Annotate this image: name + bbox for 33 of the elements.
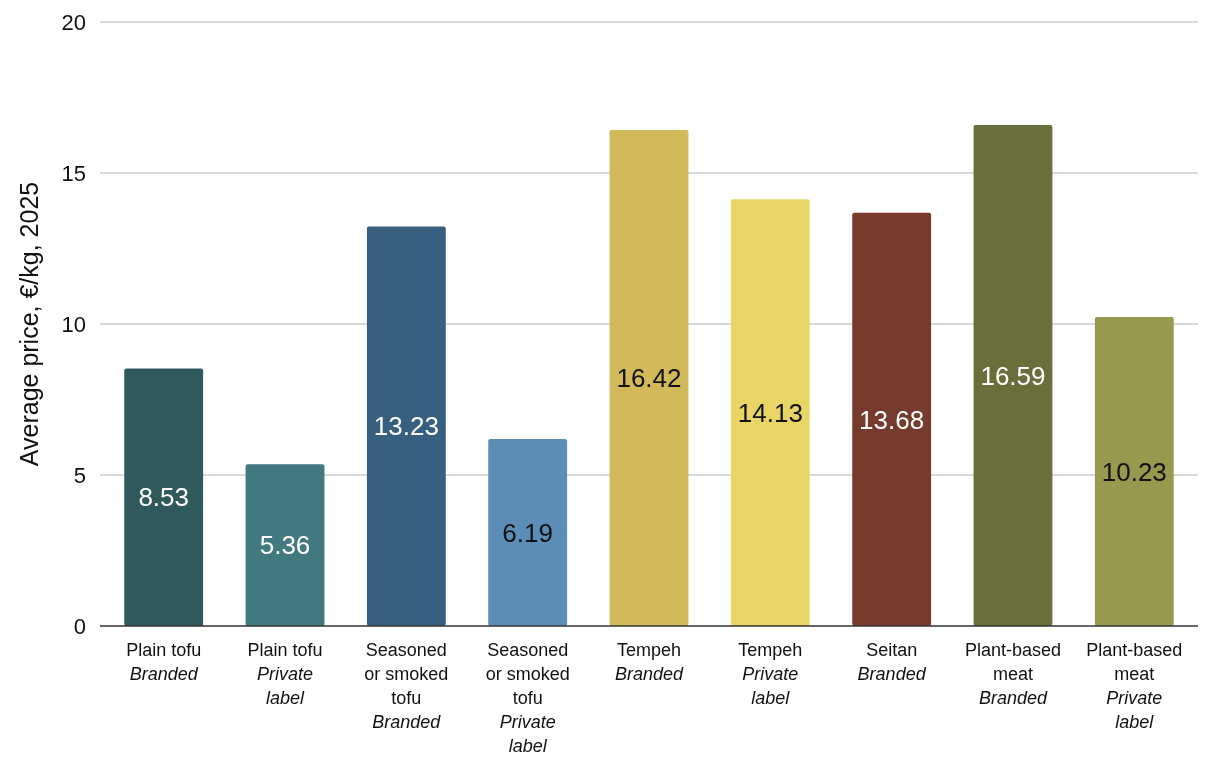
y-axis-title: Average price, €/kg, 2025 [15, 181, 43, 467]
y-tick-label: 0 [73, 613, 86, 639]
x-tick-label: Plant-based meat Private label [1086, 640, 1183, 732]
data-label: 6.19 [502, 517, 553, 548]
y-tick-label: 5 [73, 462, 86, 488]
x-tick-label: Seasoned or smoked tofu Branded [364, 640, 449, 732]
x-tick-label: Seasoned or smoked tofu Private label [485, 640, 570, 756]
x-tick-label: Plain tofu Branded [126, 640, 202, 684]
bar [609, 130, 689, 626]
x-tick-label: Seitan Branded [857, 640, 927, 684]
bar [730, 199, 810, 626]
bar [366, 226, 446, 626]
data-label: 5.36 [259, 530, 311, 561]
data-label: 8.53 [138, 482, 189, 513]
bar [245, 464, 325, 626]
bar [488, 439, 568, 626]
data-label: 16.42 [616, 363, 682, 394]
y-tick-label: 15 [61, 160, 86, 186]
bar [852, 212, 932, 626]
bar [124, 368, 204, 626]
data-label: 13.68 [859, 404, 925, 435]
data-label: 16.59 [980, 360, 1046, 391]
x-tick-label: Tempeh Branded [614, 640, 685, 684]
x-tick-label: Plant-based meat Branded [964, 640, 1062, 708]
bar [973, 124, 1053, 626]
data-label: 10.23 [1101, 456, 1167, 487]
x-tick-label: Plain tofu Private label [247, 640, 323, 708]
bar [1094, 317, 1174, 626]
data-label: 13.23 [373, 411, 439, 442]
y-tick-label: 10 [61, 311, 86, 337]
data-label: 14.13 [737, 397, 803, 428]
x-tick-label: Tempeh Private label [738, 640, 803, 708]
y-tick-label: 20 [61, 9, 86, 35]
